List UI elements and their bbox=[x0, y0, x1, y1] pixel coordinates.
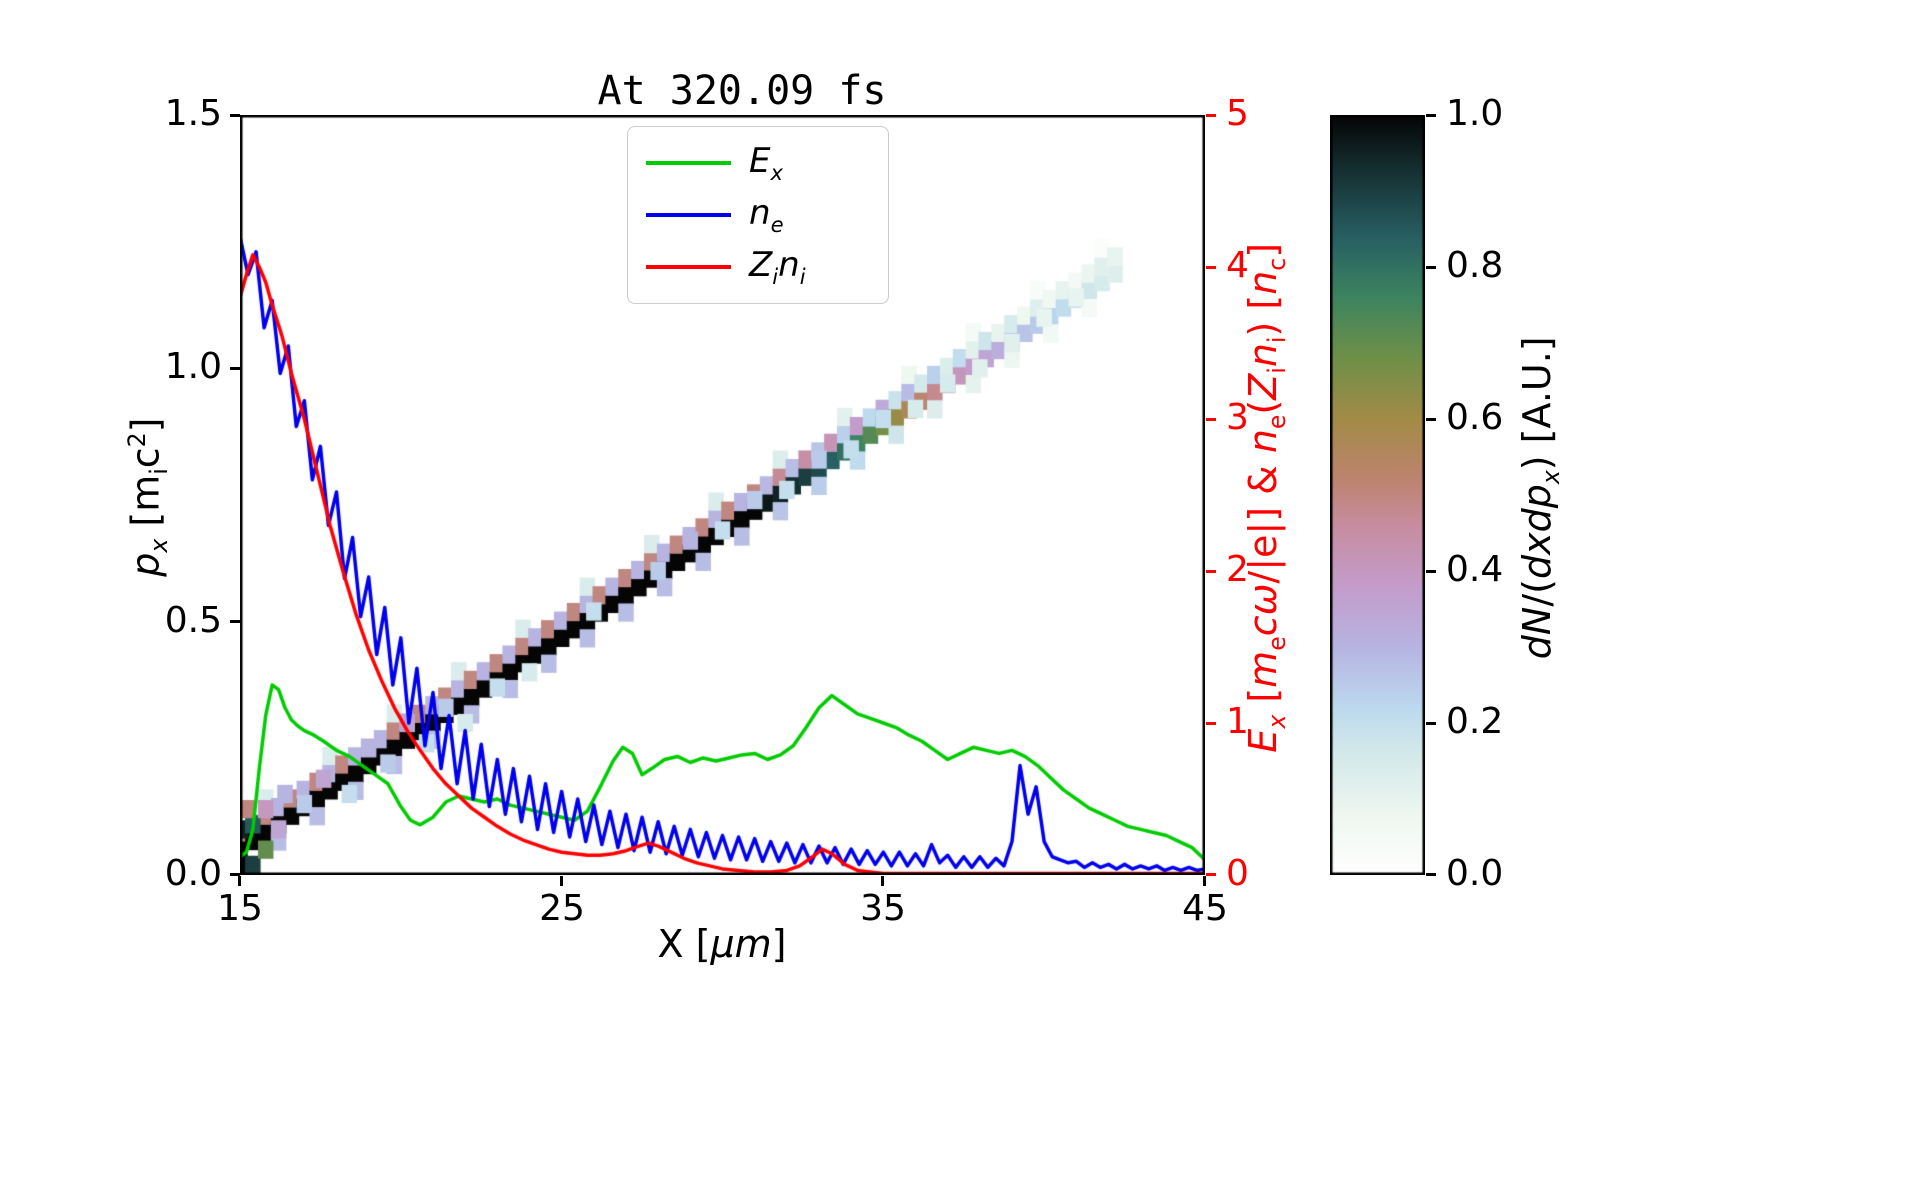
y-right-tick-label: 4 bbox=[1226, 245, 1249, 286]
colorbar-tick bbox=[1426, 570, 1436, 573]
y-left-tick-label: 0.0 bbox=[164, 853, 222, 894]
y-left-tick bbox=[230, 367, 240, 370]
legend: Ex ne Zini bbox=[627, 126, 889, 304]
y-left-tick-label: 1.5 bbox=[164, 93, 222, 134]
y-left-tick bbox=[230, 620, 240, 623]
y-right-tick-label: 0 bbox=[1226, 853, 1249, 894]
x-tick-label: 35 bbox=[860, 888, 906, 929]
y-right-axis-label: Ex [mecω/|e|] & ne(Zini) [nc] bbox=[1241, 242, 1291, 753]
y-right-tick bbox=[1206, 722, 1216, 725]
x-tick-label: 15 bbox=[217, 888, 263, 929]
x-tick-label: 45 bbox=[1182, 888, 1228, 929]
legend-line-zini bbox=[646, 264, 731, 270]
y-right-tick bbox=[1206, 266, 1216, 269]
y-right-tick bbox=[1206, 570, 1216, 573]
x-axis-tick bbox=[1203, 876, 1206, 886]
x-axis-tick bbox=[238, 876, 241, 886]
y-right-tick-label: 5 bbox=[1226, 93, 1249, 134]
x-tick-label: 25 bbox=[539, 888, 585, 929]
colorbar-tick-label: 0.2 bbox=[1446, 701, 1504, 742]
colorbar-tick-label: 0.0 bbox=[1446, 853, 1504, 894]
colorbar-tick bbox=[1426, 114, 1436, 117]
colorbar-tick-label: 0.6 bbox=[1446, 397, 1504, 438]
colorbar-tick bbox=[1426, 418, 1436, 421]
y-right-tick bbox=[1206, 418, 1216, 421]
plot-title: At 320.09 fs bbox=[597, 68, 887, 114]
x-axis-label: X [μm] bbox=[657, 922, 787, 966]
colorbar-tick-label: 0.8 bbox=[1446, 245, 1504, 286]
colorbar-gradient-canvas bbox=[1330, 115, 1425, 875]
colorbar-tick bbox=[1426, 266, 1436, 269]
legend-item-zini: Zini bbox=[646, 241, 870, 293]
y-left-tick bbox=[230, 114, 240, 117]
legend-label-ne: ne bbox=[749, 193, 784, 237]
y-right-tick bbox=[1206, 873, 1216, 876]
legend-item-ne: ne bbox=[646, 189, 870, 241]
colorbar-tick-label: 0.4 bbox=[1446, 549, 1504, 590]
legend-label-zini: Zini bbox=[749, 245, 806, 289]
y-right-tick-label: 1 bbox=[1226, 701, 1249, 742]
y-left-tick-label: 0.5 bbox=[164, 600, 222, 641]
legend-label-ex: Ex bbox=[749, 141, 783, 185]
y-left-tick bbox=[230, 873, 240, 876]
y-left-axis-label: px [mic2] bbox=[122, 417, 174, 577]
y-right-tick-label: 2 bbox=[1226, 549, 1249, 590]
colorbar-axis-label: dN/(dxdpx) [A.U.] bbox=[1515, 336, 1565, 660]
colorbar-tick bbox=[1426, 873, 1436, 876]
x-axis-tick bbox=[560, 876, 563, 886]
y-right-tick bbox=[1206, 114, 1216, 117]
y-left-tick-label: 1.0 bbox=[164, 346, 222, 387]
legend-line-ne bbox=[646, 212, 731, 218]
legend-item-ex: Ex bbox=[646, 137, 870, 189]
x-axis-tick bbox=[881, 876, 884, 886]
colorbar-tick bbox=[1426, 722, 1436, 725]
colorbar-tick-label: 1.0 bbox=[1446, 93, 1504, 134]
y-right-tick-label: 3 bbox=[1226, 397, 1249, 438]
legend-line-ex bbox=[646, 160, 731, 166]
